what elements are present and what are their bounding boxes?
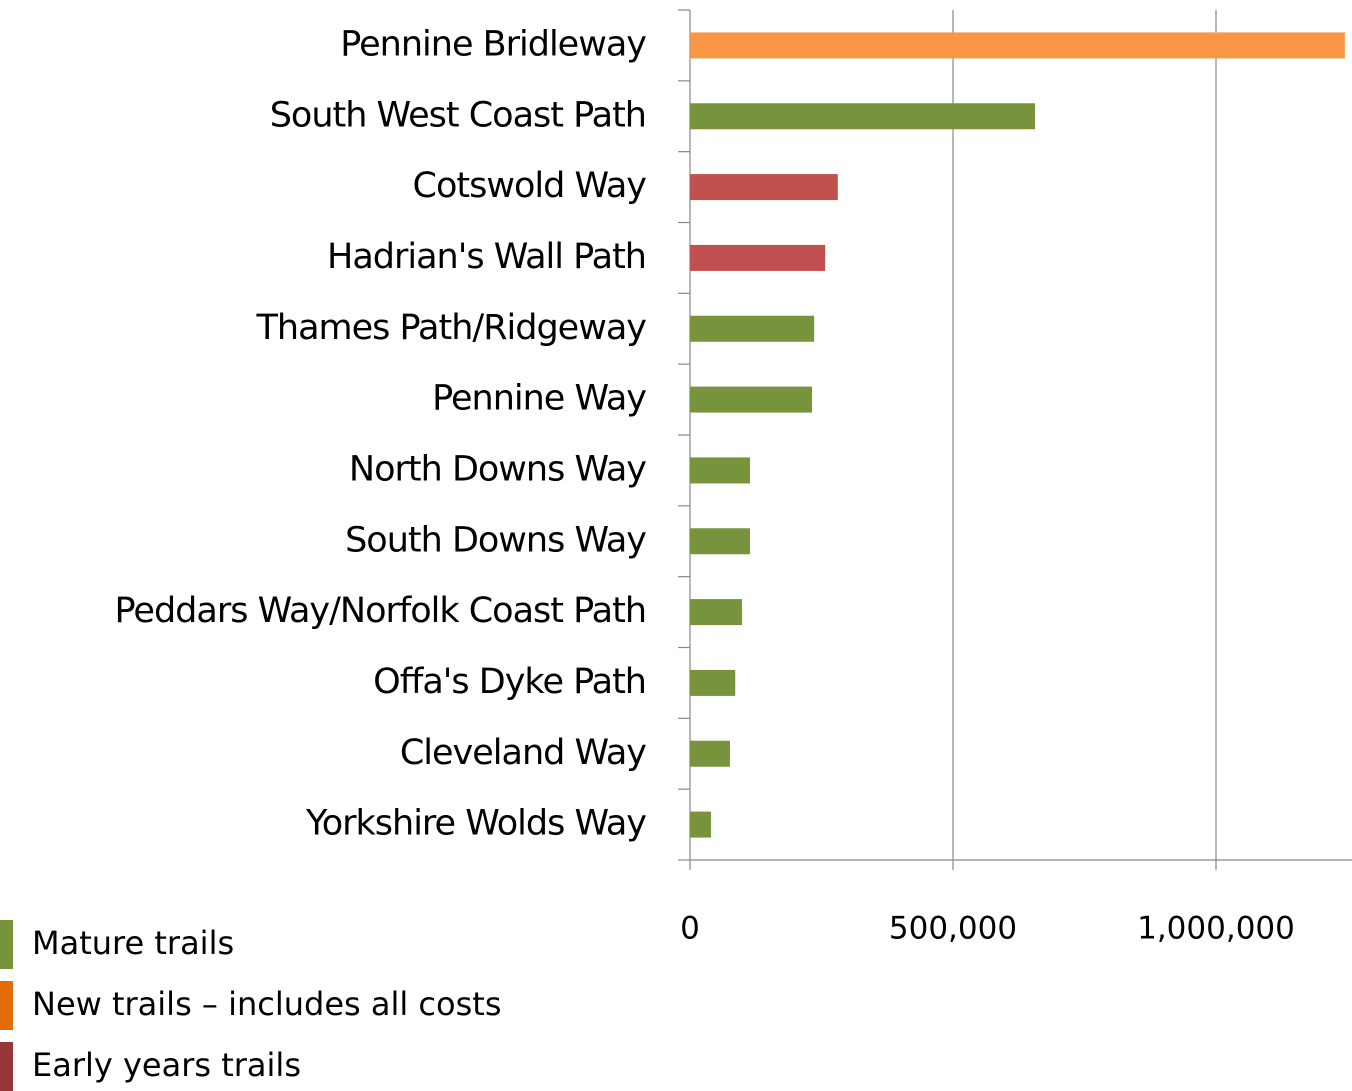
y-tick-label: Cleveland Way — [400, 733, 646, 773]
bar — [690, 103, 1036, 130]
x-tick-label: 500,000 — [889, 911, 1017, 947]
y-tick-label: Pennine Way — [432, 379, 646, 419]
bar — [690, 174, 838, 201]
bar — [690, 740, 730, 767]
y-tick-label: Thames Path/Ridgeway — [256, 308, 647, 348]
y-tick-label: Cotswold Way — [413, 166, 647, 206]
legend-swatch — [0, 981, 13, 1030]
bar — [690, 669, 736, 696]
bar — [690, 315, 815, 342]
bar — [690, 528, 750, 555]
bar — [690, 32, 1345, 59]
y-tick-label: South West Coast Path — [270, 95, 646, 135]
legend-swatch — [0, 920, 13, 969]
y-tick-label: North Downs Way — [349, 449, 646, 489]
y-tick-label: Peddars Way/Norfolk Coast Path — [115, 591, 646, 631]
legend-swatch — [0, 1042, 13, 1091]
y-tick-label: Pennine Bridleway — [340, 24, 646, 64]
legend-label: Mature trails — [32, 924, 234, 962]
bar — [690, 386, 813, 413]
bar — [690, 599, 743, 626]
bar — [690, 811, 712, 838]
y-tick-label: Offa's Dyke Path — [373, 662, 646, 702]
y-tick-label: Hadrian's Wall Path — [327, 237, 646, 277]
legend-label: New trails – includes all costs — [32, 985, 501, 1023]
y-tick-label: Yorkshire Wolds Way — [305, 804, 646, 844]
legend-label: Early years trails — [32, 1046, 301, 1084]
x-tick-label: 0 — [680, 911, 700, 947]
bar — [690, 457, 750, 484]
y-tick-label: South Downs Way — [345, 520, 646, 560]
bar — [690, 244, 826, 271]
x-tick-label: 1,000,000 — [1137, 911, 1295, 947]
